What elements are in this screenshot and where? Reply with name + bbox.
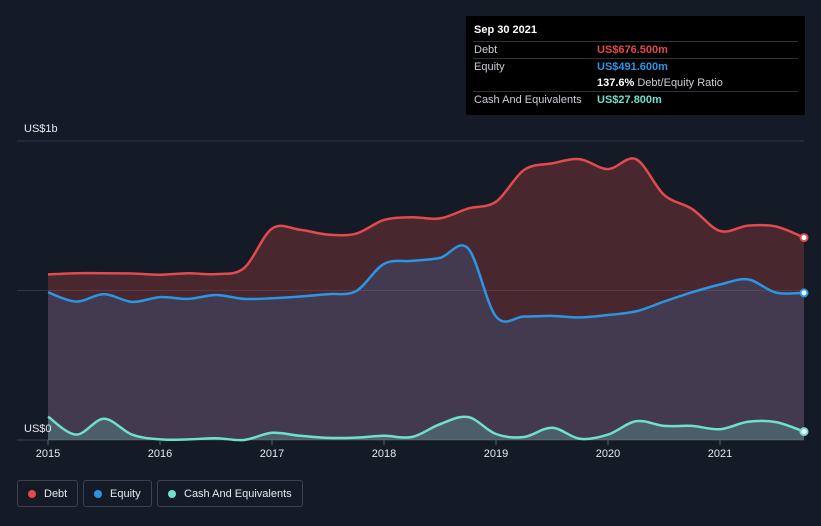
x-tick-label: 2018: [372, 448, 396, 460]
tooltip-equity-label: Equity: [474, 61, 505, 73]
tooltip-ratio-value: 137.6%: [597, 77, 635, 89]
legend-debt-label: Debt: [44, 487, 68, 500]
series-lines: [47, 157, 805, 442]
legend-equity-label: Equity: [110, 487, 141, 500]
tooltip-debt-label: Debt: [474, 44, 498, 56]
equity-dot-icon: [94, 489, 102, 498]
tooltip-cash-label: Cash And Equivalents: [474, 94, 582, 106]
y-axis-bottom-label: US$0: [24, 423, 52, 435]
tooltip-row-ratio: 137.6% Debt/Equity Ratio: [473, 75, 798, 91]
tooltip-date: Sep 30 2021: [474, 24, 537, 36]
data-tooltip: Sep 30 2021 Debt US$676.500m Equity US$4…: [466, 16, 805, 115]
legend-item-debt[interactable]: Debt: [17, 480, 79, 507]
legend-item-equity[interactable]: Equity: [83, 480, 152, 507]
debt-dot-icon: [28, 489, 36, 498]
end-markers: [799, 233, 809, 437]
cash-and-equivalents-line: [47, 415, 805, 442]
x-tick-label: 2017: [260, 448, 284, 460]
x-tick-label: 2016: [148, 448, 172, 460]
x-tick-label: 2019: [484, 448, 508, 460]
y-axis-top-label: US$1b: [24, 123, 58, 135]
cash-and-equivalents-area: [48, 416, 804, 441]
tooltip-equity-value: US$491.600m: [597, 61, 668, 73]
debt-area: [48, 158, 804, 440]
tooltip-row-equity: Equity US$491.600m: [473, 58, 798, 75]
equity-end-marker: [799, 288, 809, 298]
debt-end-marker: [799, 233, 809, 243]
legend-item-cash[interactable]: Cash And Equivalents: [157, 480, 303, 507]
tooltip-cash-value: US$27.800m: [597, 94, 662, 106]
tooltip-ratio-label: Debt/Equity Ratio: [637, 77, 723, 89]
tooltip-row-cash: Cash And Equivalents US$27.800m: [473, 91, 798, 108]
cash-dot-icon: [168, 489, 176, 498]
tooltip-debt-value: US$676.500m: [597, 44, 668, 56]
x-tick-label: 2020: [596, 448, 620, 460]
grid-lines: [17, 140, 804, 441]
x-axis-ticks: 2015 2016 2017 2018 2019 2020 2021: [36, 440, 732, 460]
cash-and-equivalents-end-marker: [799, 427, 809, 437]
x-tick-label: 2015: [36, 448, 60, 460]
legend-cash-label: Cash And Equivalents: [184, 487, 292, 500]
equity-line: [47, 244, 805, 323]
debt-line: [47, 157, 805, 276]
series-areas: [48, 158, 804, 441]
equity-area: [48, 245, 804, 440]
x-tick-label: 2021: [708, 448, 732, 460]
tooltip-row-debt: Debt US$676.500m: [473, 41, 798, 58]
